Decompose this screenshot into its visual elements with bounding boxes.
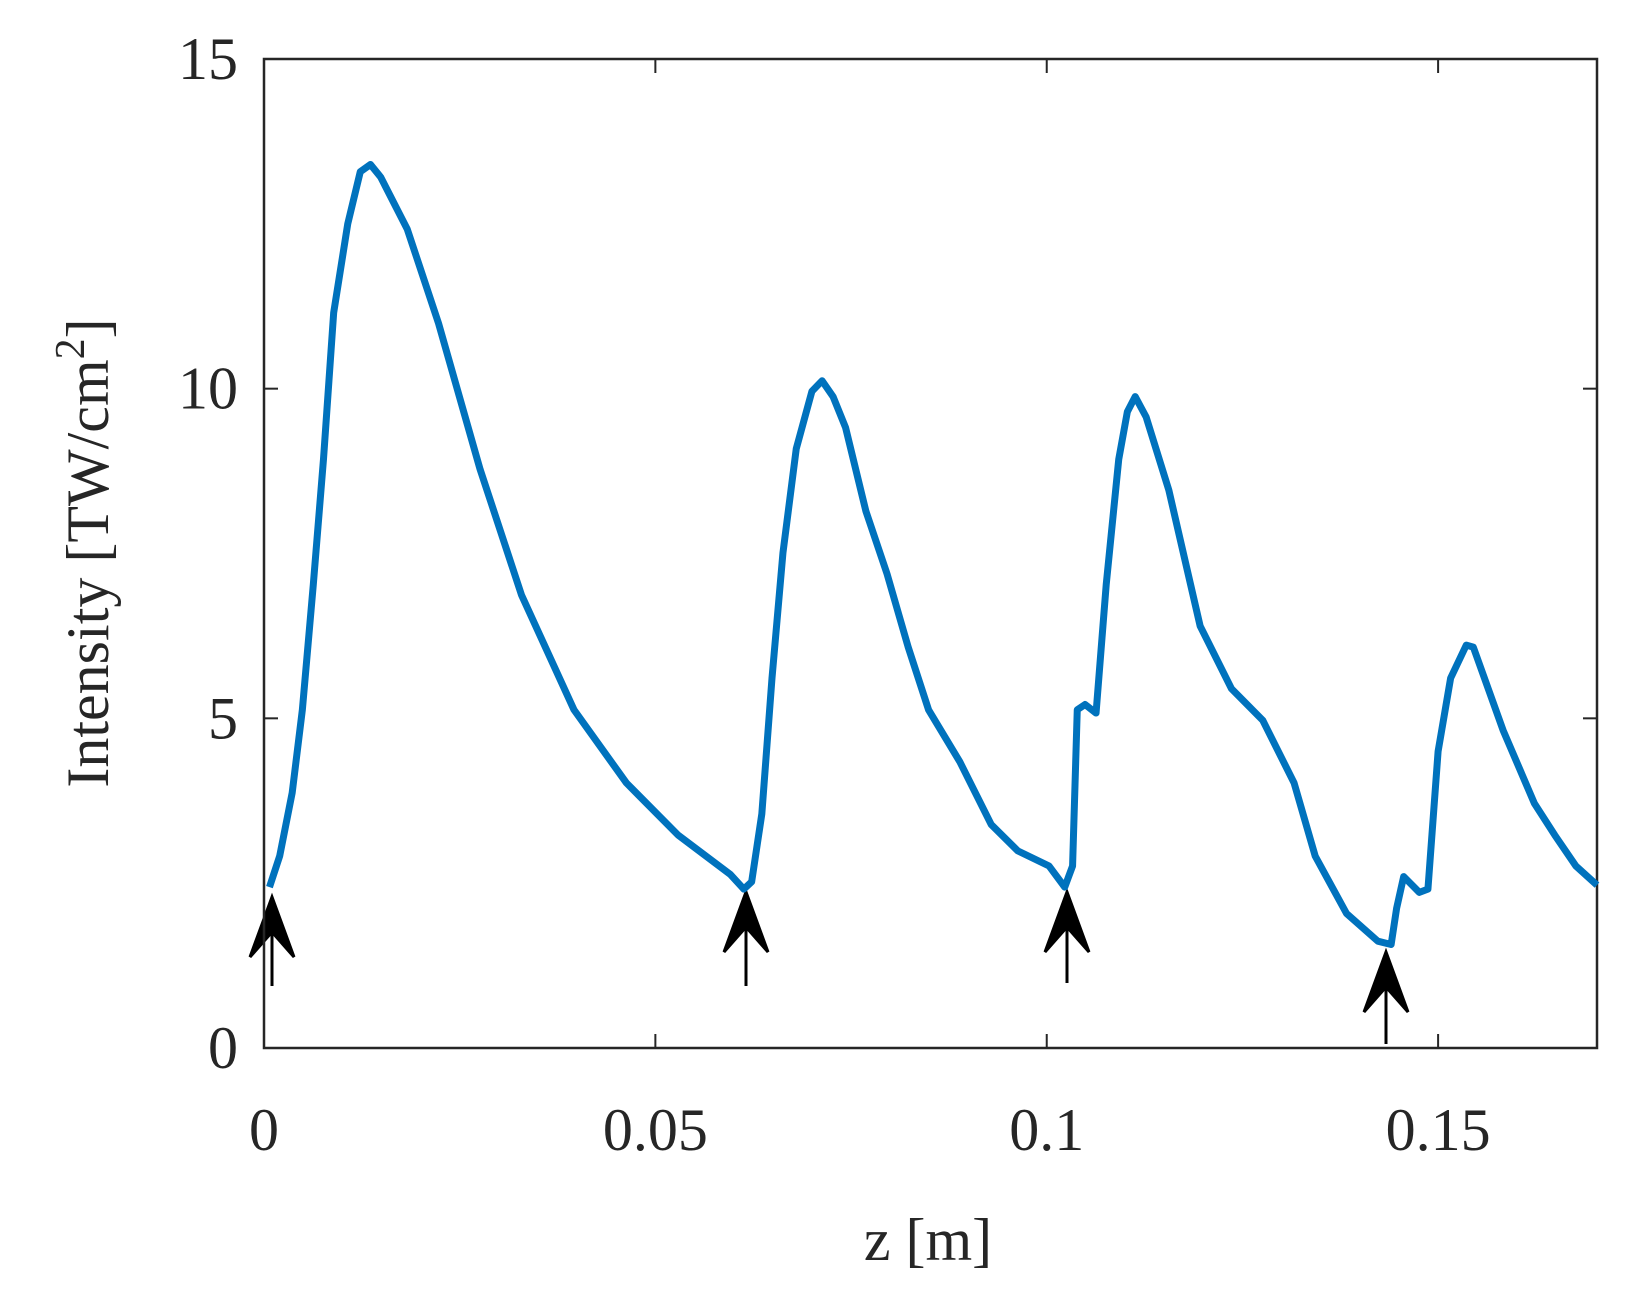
y-tick-label: 10 xyxy=(178,356,238,422)
y-tick-label: 5 xyxy=(208,685,238,751)
y-label-suffix: ] xyxy=(55,318,121,338)
y-axis-label: Intensity [TW/cm2] xyxy=(48,318,121,787)
x-tick-label: 0.05 xyxy=(603,1097,708,1163)
x-tick-label: 0.1 xyxy=(1009,1097,1084,1163)
data-line xyxy=(266,160,1600,948)
y-label-text: Intensity [TW/cm xyxy=(55,359,121,787)
plot-frame xyxy=(262,57,1599,1050)
y-tick-label: 15 xyxy=(178,26,238,92)
x-axis-label: z [m] xyxy=(864,1207,992,1273)
y-label-sup: 2 xyxy=(48,338,94,359)
x-tick-label: 0.15 xyxy=(1386,1097,1491,1163)
annotation-arrows xyxy=(248,887,1410,1044)
y-tick-label: 0 xyxy=(208,1015,238,1081)
x-tick-label: 0 xyxy=(249,1097,279,1163)
